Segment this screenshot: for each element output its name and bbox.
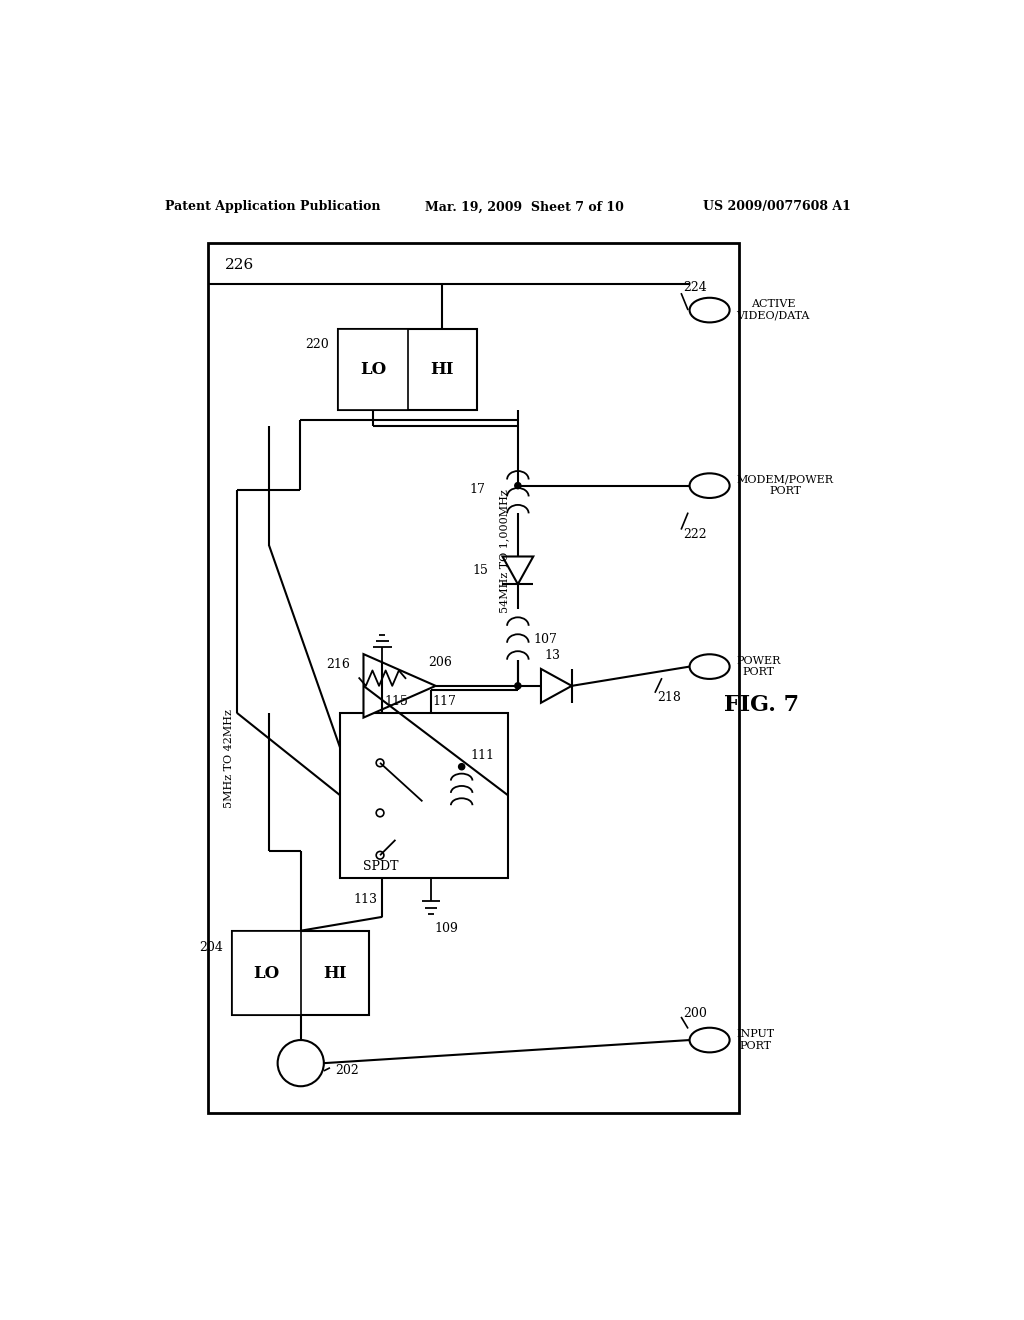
Text: 111: 111: [470, 748, 494, 762]
Text: 222: 222: [683, 528, 707, 541]
Text: 115: 115: [385, 694, 409, 708]
Text: POWER
PORT: POWER PORT: [736, 656, 781, 677]
Text: LO: LO: [253, 965, 280, 982]
Text: 226: 226: [224, 257, 254, 272]
Text: SPDT: SPDT: [364, 861, 398, 874]
Text: 109: 109: [435, 921, 459, 935]
Bar: [339, 330, 477, 411]
Text: MODEM/POWER
PORT: MODEM/POWER PORT: [736, 475, 834, 496]
Bar: [339, 330, 408, 411]
Text: US 2009/0077608 A1: US 2009/0077608 A1: [703, 201, 851, 214]
Text: 202: 202: [336, 1064, 359, 1077]
Text: HI: HI: [431, 360, 455, 378]
Text: 13: 13: [545, 648, 560, 661]
Text: 107: 107: [534, 634, 557, 647]
Text: 15: 15: [473, 564, 488, 577]
Text: 117: 117: [432, 694, 457, 708]
Circle shape: [376, 759, 384, 767]
Text: LO: LO: [360, 360, 386, 378]
Text: FIG. 7: FIG. 7: [724, 694, 800, 717]
Text: INPUT
PORT: INPUT PORT: [736, 1030, 775, 1051]
Ellipse shape: [689, 655, 730, 678]
Bar: [232, 931, 370, 1015]
Bar: [340, 713, 508, 878]
Circle shape: [278, 1040, 324, 1086]
Polygon shape: [503, 557, 534, 585]
Text: Mar. 19, 2009  Sheet 7 of 10: Mar. 19, 2009 Sheet 7 of 10: [425, 201, 625, 214]
Text: 5MHz TO 42MHz: 5MHz TO 42MHz: [224, 710, 234, 808]
Ellipse shape: [689, 298, 730, 322]
Text: 218: 218: [657, 690, 681, 704]
Circle shape: [376, 851, 384, 859]
Circle shape: [515, 483, 521, 488]
Polygon shape: [364, 655, 435, 718]
Text: 206: 206: [429, 656, 453, 669]
Circle shape: [459, 763, 465, 770]
Text: HI: HI: [323, 965, 346, 982]
Text: 113: 113: [354, 894, 378, 907]
Text: 204: 204: [199, 941, 223, 954]
Text: 17: 17: [470, 483, 485, 496]
Bar: [232, 931, 301, 1015]
Bar: [208, 243, 739, 1113]
Circle shape: [376, 809, 384, 817]
Text: 220: 220: [305, 338, 330, 351]
Text: ACTIVE
VIDEO/DATA: ACTIVE VIDEO/DATA: [736, 300, 810, 321]
Ellipse shape: [689, 474, 730, 498]
Text: Patent Application Publication: Patent Application Publication: [165, 201, 381, 214]
Ellipse shape: [689, 1028, 730, 1052]
Text: 216: 216: [326, 657, 349, 671]
Polygon shape: [541, 669, 571, 702]
Text: 54MHz TO 1,000MHz: 54MHz TO 1,000MHz: [499, 490, 509, 612]
Circle shape: [515, 682, 521, 689]
Text: 224: 224: [683, 281, 708, 294]
Text: 200: 200: [683, 1007, 708, 1019]
